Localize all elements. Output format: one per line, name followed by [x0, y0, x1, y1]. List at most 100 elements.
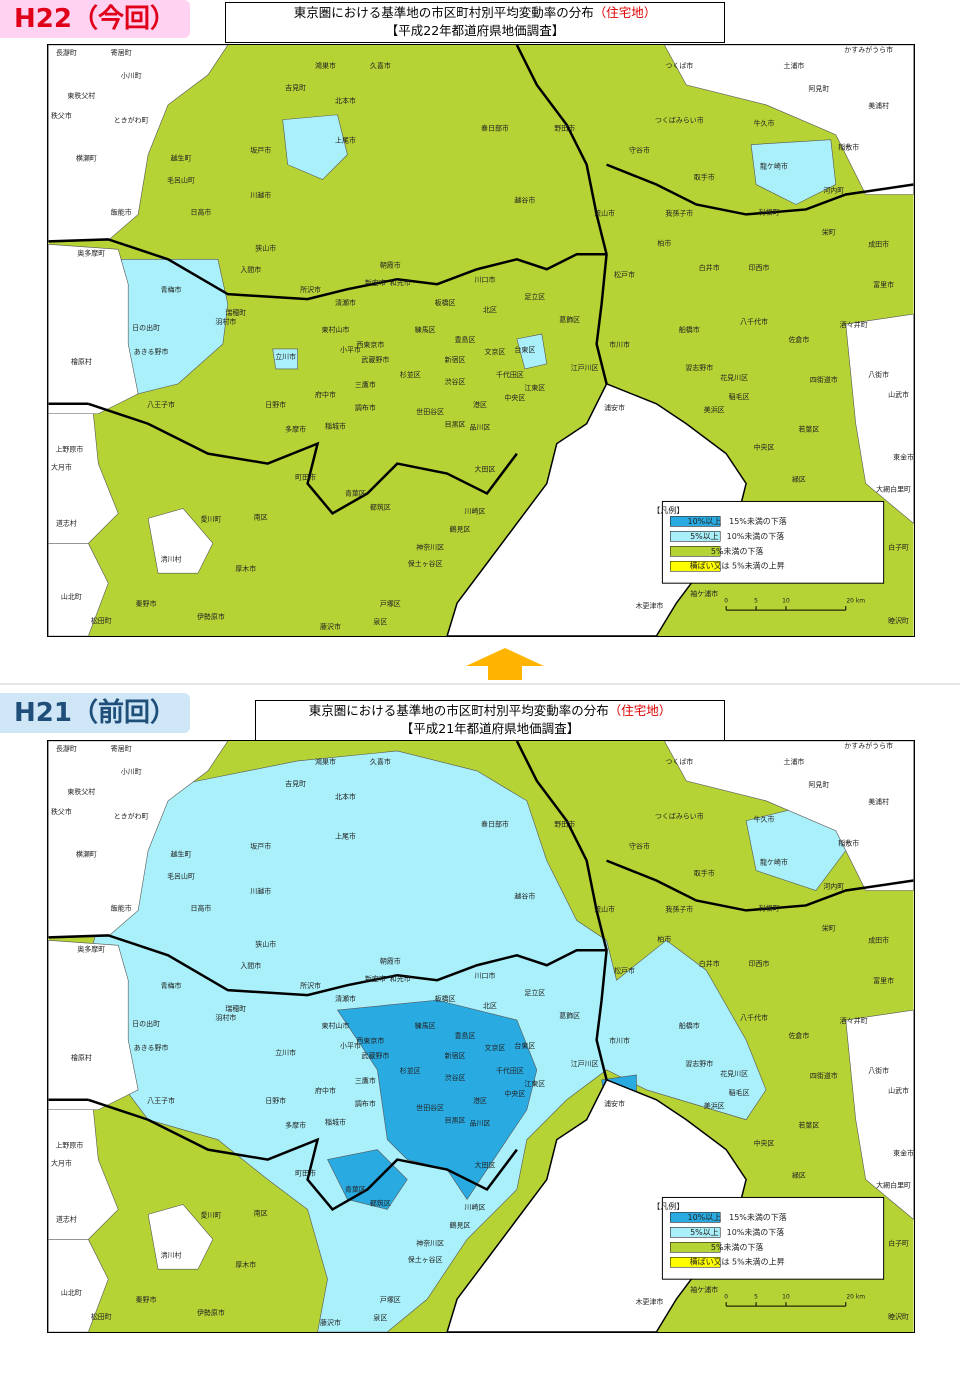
place-label: 秦野市 [136, 1295, 157, 1304]
arrow-area [0, 648, 960, 685]
place-label: 稲毛区 [729, 392, 750, 401]
place-label: 取手市 [694, 869, 715, 878]
place-label: 白井市 [699, 959, 720, 968]
place-label: 青葉区 [345, 1184, 366, 1193]
place-label: 八街市 [868, 1066, 889, 1075]
place-label: 船橋市 [679, 325, 700, 334]
place-label: 睦沢町 [888, 1312, 909, 1321]
prefecture-border [48, 934, 607, 997]
place-label: 山北町 [61, 593, 82, 601]
title-note: （住宅地） [593, 5, 657, 20]
place-label: 江東区 [524, 383, 545, 392]
place-label: 愛川町 [200, 514, 221, 523]
place-label: 我孫子市 [665, 208, 693, 217]
place-label: 保土ヶ谷区 [408, 1255, 443, 1264]
place-label: 長瀞町 [56, 744, 77, 753]
outside-area [845, 313, 914, 525]
place-label: 西東京市 [356, 340, 384, 349]
place-label: 狭山市 [255, 939, 276, 948]
scale-label: 10 [782, 1294, 790, 1301]
place-label: 港区 [473, 1096, 487, 1105]
scale-label: 5 [754, 1294, 758, 1301]
place-label: 青葉区 [345, 488, 366, 497]
place-label: 花見川区 [720, 1069, 748, 1078]
place-label: 神奈川区 [416, 1238, 444, 1247]
place-label: 柏市 [657, 934, 671, 943]
place-label: 渋谷区 [445, 1073, 466, 1082]
place-label: 川越市 [250, 190, 271, 199]
prefecture-border [606, 859, 914, 912]
prefecture-border [87, 1098, 518, 1212]
place-label: 酒々井町 [840, 320, 868, 329]
decline-area [336, 999, 538, 1200]
place-label: 江東区 [524, 1079, 545, 1088]
place-label: 阿見町 [808, 84, 829, 93]
place-label: 奥多摩町 [77, 248, 105, 257]
legend-swatch [670, 1257, 721, 1268]
place-label: 野田市 [554, 124, 575, 133]
place-label: 土浦市 [783, 61, 804, 70]
place-label: 清川村 [161, 1250, 182, 1259]
legend-swatch [670, 1227, 721, 1238]
place-label: 台東区 [514, 345, 535, 354]
place-label: 富里市 [873, 976, 894, 985]
place-label: 木更津市 [635, 1297, 663, 1306]
place-label: 奥多摩町 [77, 944, 105, 953]
place-label: 野田市 [554, 820, 575, 829]
place-label: 越谷市 [514, 195, 535, 204]
place-label: 立川市 [275, 352, 296, 361]
place-label: 所沢市 [300, 285, 321, 294]
place-label: 調布市 [355, 1099, 376, 1108]
place-label: 睦沢町 [888, 616, 909, 625]
outside-area [147, 1204, 214, 1270]
place-label: 秩父市 [51, 807, 72, 816]
place-label: 鶴見区 [450, 1220, 471, 1229]
place-label: 八千代市 [740, 317, 768, 326]
place-label: 東村山市 [322, 325, 350, 334]
subtitle: 【平成21年都道府県地価調査】 [400, 721, 580, 736]
place-label: 葛飾区 [559, 315, 580, 324]
place-label: かすみがうら市 [844, 45, 893, 54]
place-label: 山武市 [888, 390, 909, 399]
place-label: 清瀬市 [335, 298, 356, 307]
decline-area [516, 333, 548, 370]
place-label: 中央区 [754, 443, 775, 452]
place-label: 鴻巣市 [315, 61, 336, 70]
place-label: 愛川町 [200, 1210, 221, 1219]
place-label: 秦野市 [136, 599, 157, 608]
place-label: 南区 [254, 512, 268, 521]
place-label: 上野原市 [55, 1141, 83, 1150]
place-label: 大網白里町 [876, 1180, 911, 1189]
outside-area [664, 741, 914, 891]
place-label: つくば市 [665, 61, 693, 70]
place-label: 守谷市 [629, 146, 650, 155]
place-label: あきる野市 [134, 1043, 169, 1052]
place-label: 川口市 [475, 971, 496, 980]
place-label: 稲毛区 [729, 1088, 750, 1097]
decline-area [327, 1149, 408, 1210]
title-note: （住宅地） [608, 703, 672, 718]
decline-area [272, 348, 298, 370]
title: 東京圏における基準地の市区町村別平均変動率の分布 [308, 703, 609, 718]
place-label: 泉区 [373, 617, 387, 626]
legend-label: 5%未満の下落 [711, 1242, 764, 1252]
place-label: 新座市 [365, 974, 386, 983]
place-label: 日の出町 [132, 323, 160, 332]
place-label: 松戸市 [614, 270, 635, 279]
place-label: 久喜市 [370, 757, 391, 766]
place-label: 中央区 [504, 1089, 525, 1098]
place-label: 横瀬町 [76, 850, 97, 859]
prefecture-border [515, 45, 608, 385]
place-label: 吉見町 [285, 84, 306, 92]
place-label: 白子町 [888, 542, 909, 551]
legend-swatch [670, 546, 721, 557]
place-label: 八街市 [868, 370, 889, 379]
place-label: 狭山市 [255, 243, 276, 252]
place-label: 中央区 [754, 1139, 775, 1148]
legend-label: 5%以上 10%未満の下落 [690, 531, 784, 541]
place-label: 越谷市 [514, 891, 535, 900]
place-label: 緑区 [792, 475, 806, 484]
place-label: 清川村 [161, 554, 182, 563]
place-label: 毛呂山町 [167, 176, 195, 185]
place-label: 守谷市 [629, 842, 650, 851]
